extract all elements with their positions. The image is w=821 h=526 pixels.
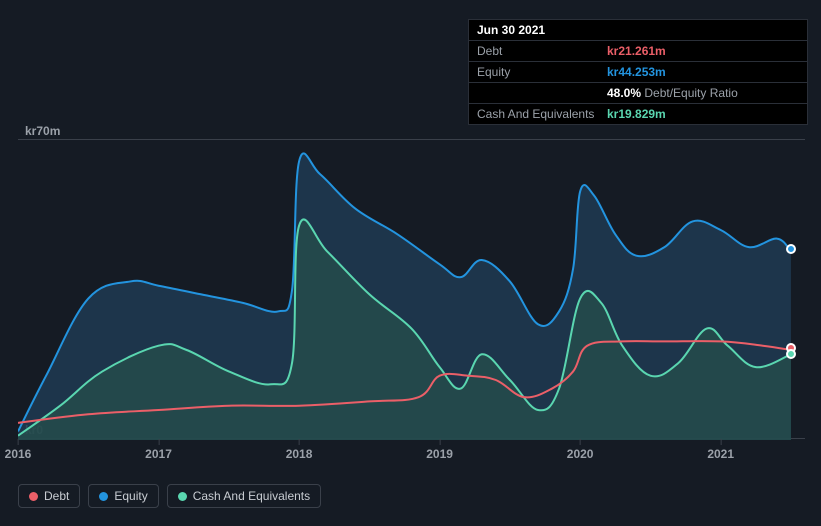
legend: Debt Equity Cash And Equivalents	[18, 484, 321, 508]
legend-item[interactable]: Debt	[18, 484, 80, 508]
x-tick: 2020	[567, 447, 594, 461]
tooltip-label: Equity	[477, 65, 595, 79]
x-tick: 2021	[707, 447, 734, 461]
tooltip-row: Debt kr21.261m	[469, 41, 807, 62]
x-tick: 2016	[5, 447, 32, 461]
tooltip-row: Equity kr44.253m	[469, 62, 807, 83]
legend-label: Cash And Equivalents	[193, 489, 310, 503]
tooltip-label: Debt	[477, 44, 595, 58]
tooltip-value: kr44.253m	[607, 65, 666, 79]
tooltip-value: kr21.261m	[607, 44, 666, 58]
legend-swatch	[178, 492, 187, 501]
x-tick: 2018	[286, 447, 313, 461]
tooltip-date: Jun 30 2021	[469, 20, 807, 41]
x-tick: 2019	[426, 447, 453, 461]
tooltip-value: kr19.829m	[607, 107, 666, 121]
tooltip-row: 48.0% Debt/Equity Ratio	[469, 83, 807, 104]
chart-plot[interactable]	[18, 139, 805, 439]
x-tick: 2017	[145, 447, 172, 461]
y-tick-max: kr70m	[25, 124, 60, 138]
highlight-marker	[786, 244, 796, 254]
legend-label: Debt	[44, 489, 69, 503]
chart-svg	[18, 140, 805, 440]
legend-item[interactable]: Equity	[88, 484, 158, 508]
tooltip-value: 48.0% Debt/Equity Ratio	[607, 86, 738, 100]
legend-swatch	[99, 492, 108, 501]
legend-swatch	[29, 492, 38, 501]
tooltip-label	[477, 86, 595, 100]
tooltip-label: Cash And Equivalents	[477, 107, 595, 121]
tooltip-row: Cash And Equivalents kr19.829m	[469, 104, 807, 124]
legend-item[interactable]: Cash And Equivalents	[167, 484, 321, 508]
tooltip: Jun 30 2021 Debt kr21.261m Equity kr44.253m…	[468, 19, 808, 125]
x-axis: 201620172018201920202021	[18, 439, 805, 463]
highlight-marker	[786, 349, 796, 359]
legend-label: Equity	[114, 489, 147, 503]
